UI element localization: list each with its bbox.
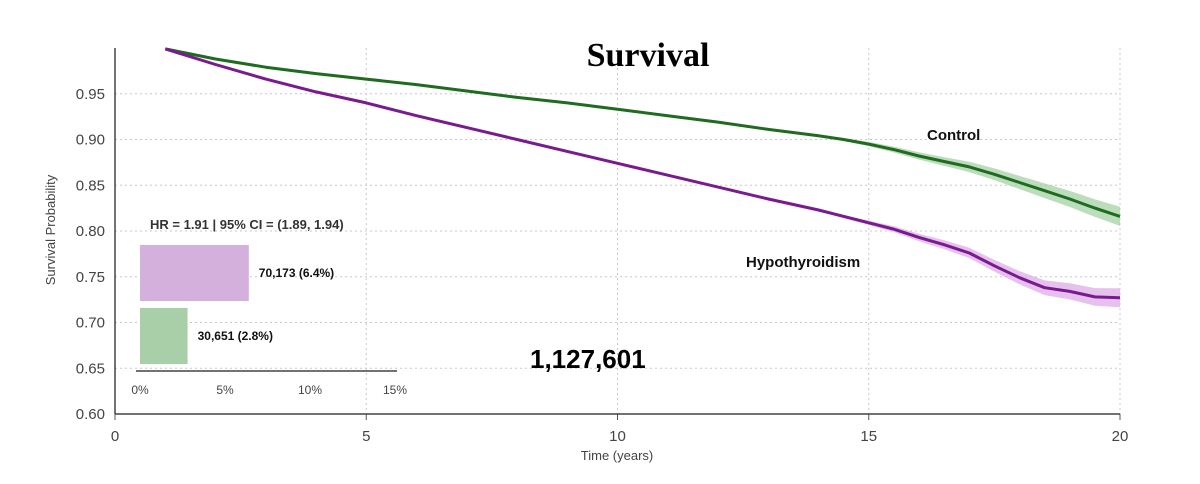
inset-bar [140, 245, 249, 301]
chart-title: Survival [587, 37, 710, 74]
y-tick-label: 0.85 [76, 177, 105, 194]
x-tick-label: 20 [1112, 428, 1129, 445]
axes: 0.60 0.65 0.70 0.75 0.80 0.85 0.90 0.95 0 5 10 15 20 [76, 48, 1129, 445]
y-tick-label: 0.60 [76, 406, 105, 423]
x-tick-label: 0 [111, 428, 119, 445]
series-label-control: Control [927, 127, 980, 144]
x-tick-label: 10 [609, 428, 626, 445]
series-line-hypothyroidism [164, 47, 1121, 300]
total-count: 1,127,601 [530, 344, 646, 374]
series-lines [164, 47, 1121, 300]
series-line-control [165, 47, 1121, 218]
x-axis-label: Time (years) [581, 448, 653, 463]
y-tick-label: 0.80 [76, 223, 105, 240]
inset-x-tick-label: 0% [131, 383, 149, 397]
y-tick-label: 0.90 [76, 132, 105, 149]
inset-bar-label: 30,651 (2.8%) [198, 329, 273, 343]
inset-x-tick-label: 10% [298, 383, 322, 397]
inset-bar-chart: 70,173 (6.4%) 30,651 (2.8%) 0% 5% 10% 15% [131, 245, 407, 397]
y-tick-label: 0.95 [76, 86, 105, 103]
y-axis-label: Survival Probability [43, 174, 58, 285]
inset-bar-label: 70,173 (6.4%) [259, 266, 334, 280]
inset-x-tick-label: 15% [383, 383, 407, 397]
y-tick-label: 0.65 [76, 360, 105, 377]
x-tick-label: 5 [362, 428, 370, 445]
x-tick-label: 15 [860, 428, 877, 445]
hazard-ratio-text: HR = 1.91 | 95% CI = (1.89, 1.94) [150, 217, 344, 232]
chart-labels: Survival Time (years) Survival Probabili… [43, 37, 980, 463]
series-label-hypothyroidism: Hypothyroidism [746, 254, 860, 271]
inset-x-tick-label: 5% [216, 383, 234, 397]
y-tick-label: 0.75 [76, 269, 105, 286]
inset-bar [140, 308, 188, 364]
y-tick-label: 0.70 [76, 315, 105, 332]
